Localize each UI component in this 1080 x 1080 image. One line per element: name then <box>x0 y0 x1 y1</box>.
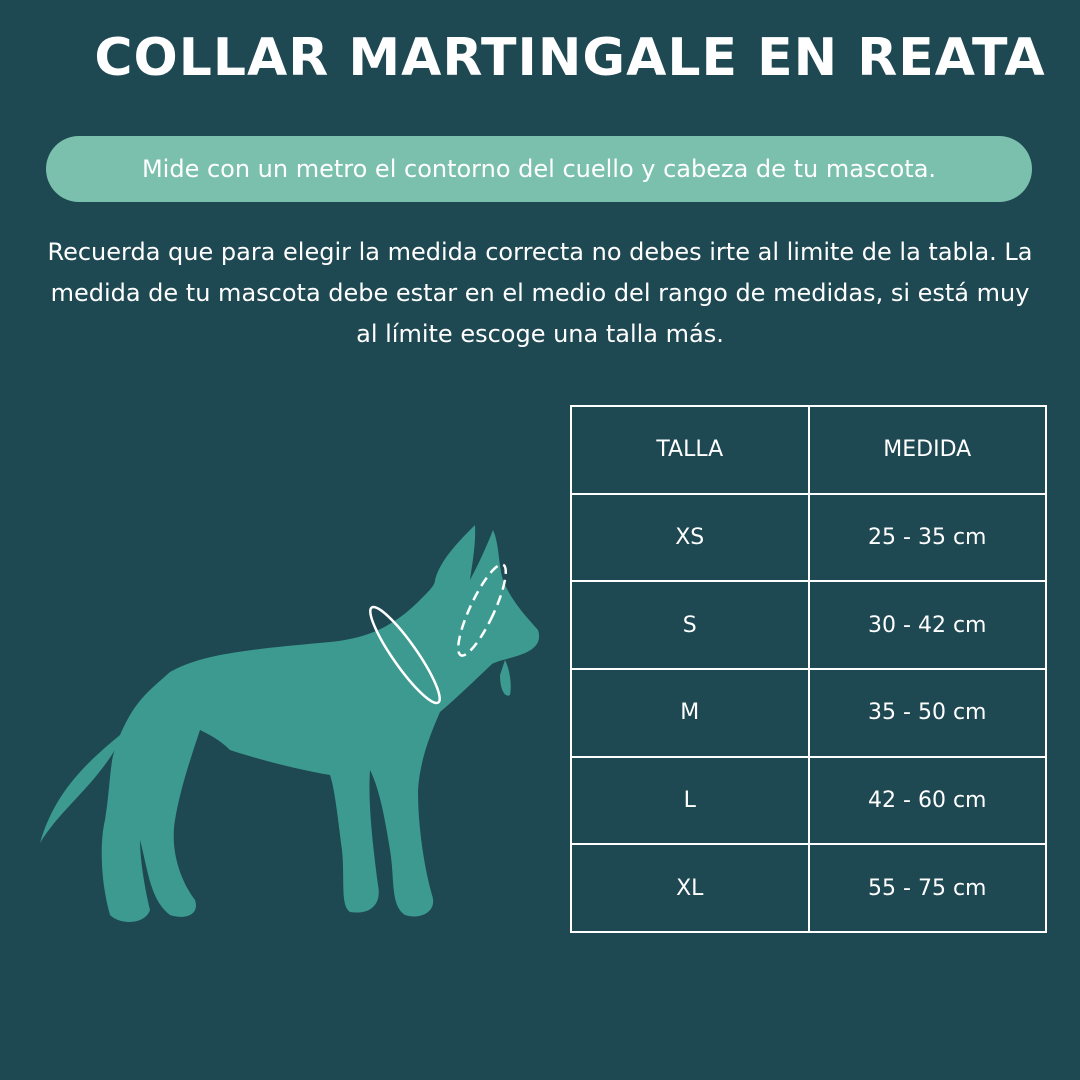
measure-cell: 25 - 35 cm <box>807 492 1047 583</box>
table-row: M 35 - 50 cm <box>570 667 1047 758</box>
table-row: XL 55 - 75 cm <box>570 843 1047 933</box>
table-row: S 30 - 42 cm <box>570 580 1047 670</box>
header-medida: MEDIDA <box>807 405 1047 495</box>
header-talla: TALLA <box>570 405 810 495</box>
table-header-row: TALLA MEDIDA <box>570 405 1047 495</box>
measure-cell: 30 - 42 cm <box>807 580 1047 670</box>
page-title: COLLAR MARTINGALE EN REATA <box>94 28 1046 88</box>
sizing-note: Recuerda que para elegir la medida corre… <box>47 238 1033 348</box>
instruction-text: Mide con un metro el contorno del cuello… <box>141 155 937 183</box>
size-cell: L <box>570 755 810 846</box>
size-cell: S <box>570 580 810 670</box>
table-row: XS 25 - 35 cm <box>570 492 1047 583</box>
measure-cell: 55 - 75 cm <box>807 843 1047 933</box>
size-cell: M <box>570 667 810 758</box>
instruction-banner: Mide con un metro el contorno del cuello… <box>46 136 1032 202</box>
measure-cell: 42 - 60 cm <box>807 755 1047 846</box>
measure-cell: 35 - 50 cm <box>807 667 1047 758</box>
size-cell: XS <box>570 492 810 583</box>
size-cell: XL <box>570 843 810 933</box>
table-row: L 42 - 60 cm <box>570 755 1047 846</box>
